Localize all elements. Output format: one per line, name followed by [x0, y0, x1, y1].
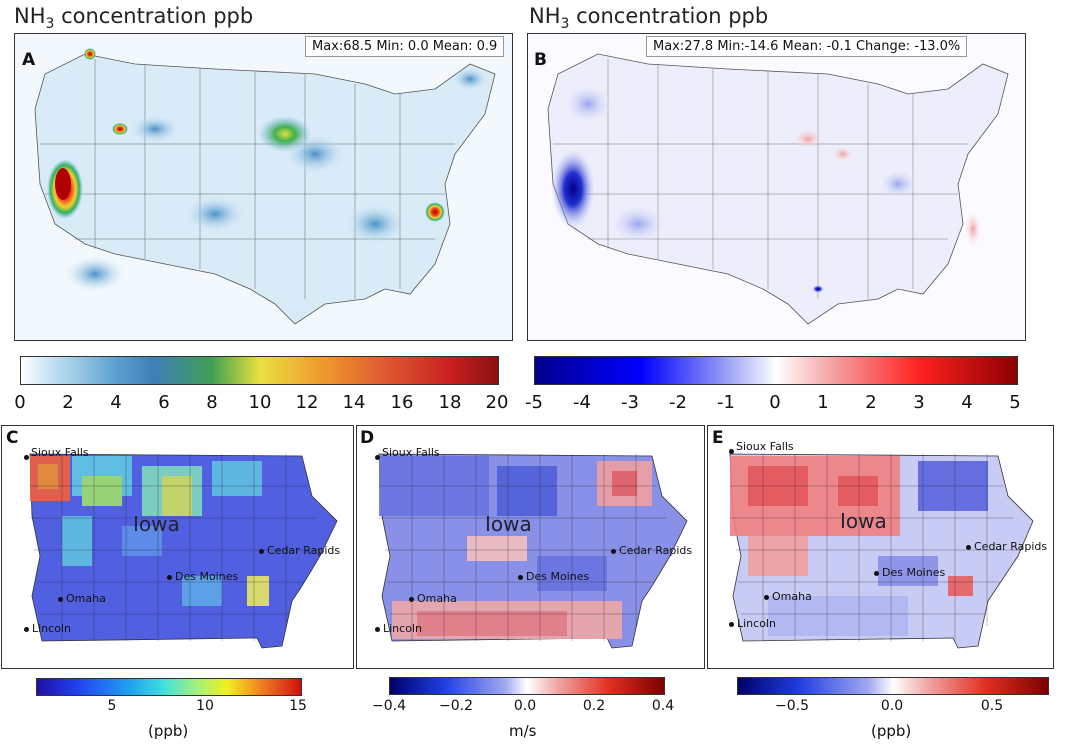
panel-d-colorbar [389, 677, 665, 695]
city-label: Cedar Rapids [974, 540, 1048, 553]
colorbar-tick: 0 [769, 392, 781, 413]
panel-e-colorbar [737, 677, 1049, 695]
iowa-concentration-map [2, 426, 353, 668]
colorbar-tick: -4 [573, 392, 591, 413]
city-label: Cedar Rapids [619, 544, 693, 557]
county-grid [730, 454, 1020, 641]
colorbar-tick: 6 [158, 392, 170, 413]
state-label: Iowa [485, 512, 532, 536]
county-grid [379, 454, 672, 641]
panel-a-colorbar [20, 356, 499, 385]
colorbar-tick: 0.0 [513, 698, 537, 714]
panel-a-stats: Max:68.5 Min: 0.0 Mean: 0.9 [305, 36, 505, 57]
us-outline [547, 53, 1009, 325]
panel-b-stats: Max:27.8 Min:-14.6 Mean: -0.1 Change: -1… [646, 36, 968, 57]
panel-b-label: B [534, 50, 547, 70]
colorbar-tick: −0.4 [372, 698, 406, 714]
city-label: Des Moines [526, 570, 590, 583]
colorbar-tick: 15 [289, 698, 307, 714]
colorbar-tick: 16 [390, 392, 414, 413]
colorbar-tick: 20 [485, 392, 509, 413]
panel-e-map [707, 425, 1054, 669]
city-marker [729, 622, 734, 627]
city-label: Des Moines [882, 566, 946, 579]
panel-c-map [1, 425, 354, 669]
city-marker [167, 575, 172, 580]
colorbar-unit: (ppb) [148, 722, 189, 740]
panel-c-colorbar [36, 678, 302, 696]
state-label: Iowa [840, 509, 887, 533]
panel-a-map [14, 33, 513, 341]
colorbar-tick: 10 [248, 392, 272, 413]
city-marker [24, 627, 29, 632]
colorbar-tick: 8 [206, 392, 218, 413]
colorbar-tick: -2 [669, 392, 687, 413]
city-marker [966, 545, 971, 550]
colorbar-tick: -1 [717, 392, 735, 413]
city-marker [874, 571, 879, 576]
city-label: Sioux Falls [31, 446, 89, 459]
city-label: Des Moines [175, 570, 239, 583]
colorbar-tick: 0 [14, 392, 26, 413]
city-label: Omaha [417, 592, 457, 605]
colorbar-tick: 3 [913, 392, 925, 413]
colorbar-tick: 0.2 [582, 698, 606, 714]
colorbar-tick: 1 [817, 392, 829, 413]
city-marker [24, 455, 29, 460]
iowa-concentration-change-map [708, 426, 1053, 668]
us-nh3-change-map [528, 34, 1025, 340]
city-label: Lincoln [737, 617, 776, 630]
colorbar-tick: −0.2 [439, 698, 473, 714]
colorbar-tick: 4 [961, 392, 973, 413]
colorbar-tick: 5 [1009, 392, 1021, 413]
city-marker [58, 597, 63, 602]
city-marker [611, 549, 616, 554]
county-grid [30, 454, 322, 641]
colorbar-tick: 10 [196, 698, 214, 714]
state-borders [40, 59, 455, 299]
panel-b-colorbar [534, 356, 1018, 385]
panel-e-label: E [712, 428, 724, 448]
city-label: Cedar Rapids [267, 544, 341, 557]
panel-a-label: A [22, 50, 36, 70]
colorbar-tick: 2 [62, 392, 74, 413]
city-marker [375, 627, 380, 632]
colorbar-tick: 4 [110, 392, 122, 413]
colorbar-tick: 0.4 [651, 698, 675, 714]
city-marker [259, 549, 264, 554]
colorbar-unit: (ppb) [871, 722, 912, 740]
city-marker [375, 455, 380, 460]
panel-c-label: C [6, 428, 19, 448]
city-label: Omaha [66, 592, 106, 605]
colorbar-tick: −0.5 [775, 698, 809, 714]
city-label: Lincoln [32, 622, 71, 635]
panel-b-title: NH3 concentration ppb [529, 4, 769, 33]
colorbar-tick: 5 [107, 698, 117, 714]
colorbar-tick: 18 [438, 392, 462, 413]
colorbar-tick: 0.0 [880, 698, 904, 714]
city-label: Lincoln [383, 622, 422, 635]
colorbar-tick: 0.5 [980, 698, 1004, 714]
colorbar-tick: 12 [295, 392, 319, 413]
state-label: Iowa [133, 512, 180, 536]
panel-d-label: D [360, 428, 375, 448]
panel-a-title: NH3 concentration ppb [14, 4, 254, 33]
city-marker [518, 575, 523, 580]
city-marker [764, 595, 769, 600]
city-marker [729, 449, 734, 454]
colorbar-tick: 14 [342, 392, 366, 413]
city-label: Sioux Falls [736, 440, 794, 453]
colorbar-tick: -5 [525, 392, 543, 413]
colorbar-tick: 2 [865, 392, 877, 413]
city-label: Omaha [772, 590, 812, 603]
panel-d-map [356, 425, 705, 669]
us-nh3-map [15, 34, 512, 340]
city-label: Sioux Falls [382, 446, 440, 459]
iowa-wind-change-map [357, 426, 704, 668]
panel-b-map [527, 33, 1026, 341]
city-marker [409, 597, 414, 602]
colorbar-tick: -3 [621, 392, 639, 413]
colorbar-unit: m/s [509, 722, 537, 740]
